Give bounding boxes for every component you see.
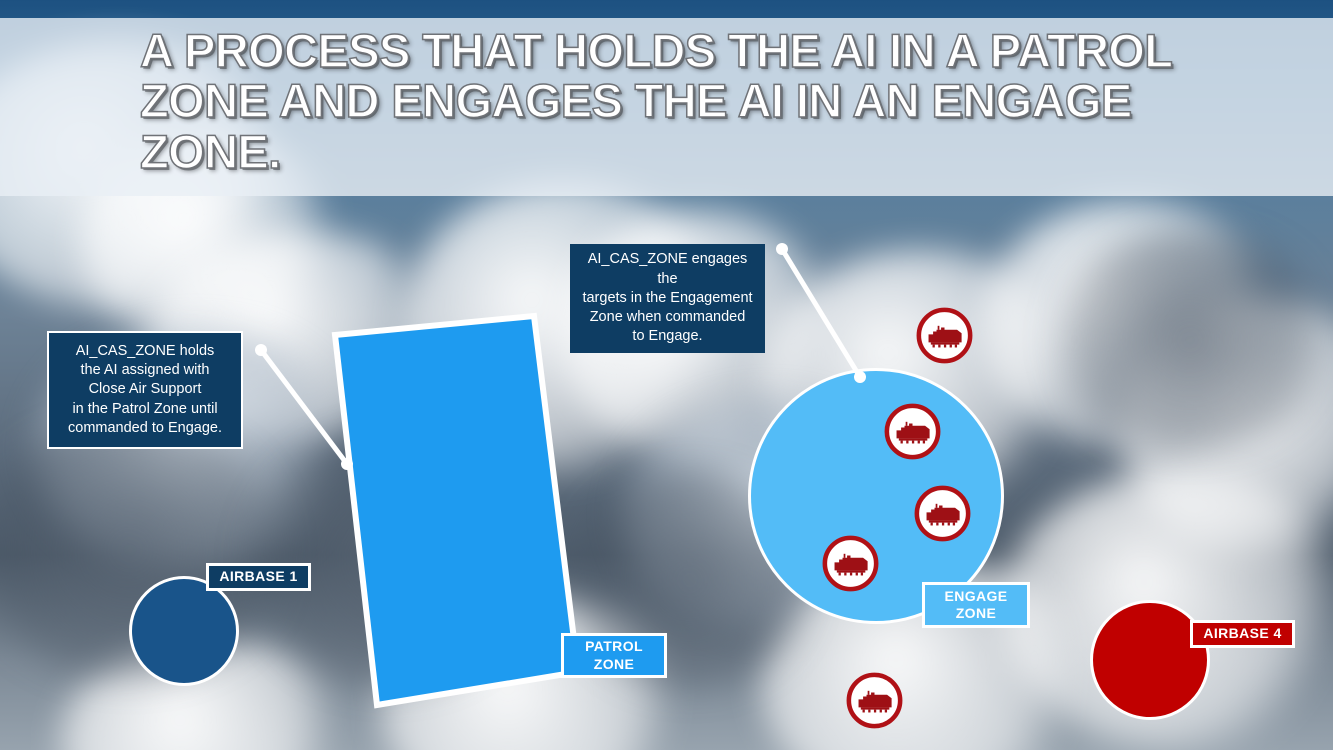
armored-vehicle-icon — [916, 307, 973, 364]
target-marker-5[interactable] — [846, 672, 903, 729]
airbase-1-shape[interactable] — [129, 576, 239, 686]
target-marker-2[interactable] — [884, 403, 941, 460]
title-band — [0, 18, 1333, 196]
target-marker-1[interactable] — [916, 307, 973, 364]
airbase-4-shape[interactable] — [1090, 600, 1210, 720]
armored-vehicle-icon — [822, 535, 879, 592]
patrol-zone-label[interactable]: PATROL ZONE — [561, 633, 667, 678]
armored-vehicle-icon — [914, 485, 971, 542]
target-marker-3[interactable] — [914, 485, 971, 542]
armored-vehicle-icon — [884, 403, 941, 460]
airbase-4-label[interactable]: AIRBASE 4 — [1190, 620, 1295, 648]
target-marker-4[interactable] — [822, 535, 879, 592]
airbase-1-label[interactable]: AIRBASE 1 — [206, 563, 311, 591]
engage-zone-callout[interactable]: AI_CAS_ZONE engages the targets in the E… — [570, 244, 765, 353]
cloud-shadow — [1040, 230, 1333, 450]
page-title: A PROCESS THAT HOLDS THE AI IN A PATROL … — [139, 24, 1173, 178]
patrol-zone-polygon[interactable] — [331, 312, 582, 709]
engage-zone-label[interactable]: ENGAGE ZONE — [922, 582, 1030, 628]
patrol-zone-shape[interactable] — [325, 305, 590, 715]
armored-vehicle-icon — [846, 672, 903, 729]
patrol-zone-callout[interactable]: AI_CAS_ZONE holds the AI assigned with C… — [47, 331, 243, 449]
